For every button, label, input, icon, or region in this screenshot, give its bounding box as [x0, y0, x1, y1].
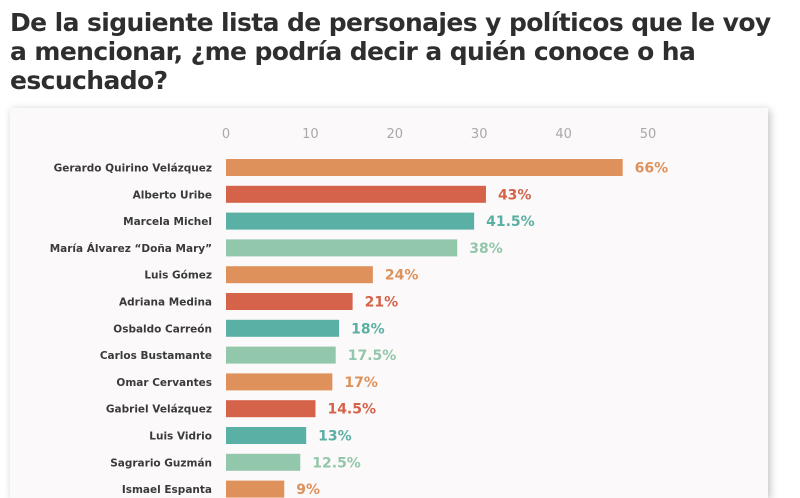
x-tick-label: 30	[471, 127, 488, 142]
data-label: 12.5%	[312, 455, 361, 471]
category-label: Osbaldo Carreón	[113, 323, 212, 335]
bar	[226, 453, 301, 471]
data-label: 21%	[365, 295, 399, 311]
bar	[226, 319, 340, 337]
bar	[226, 266, 373, 284]
data-label: 17.5%	[348, 348, 397, 364]
bar	[226, 185, 486, 203]
category-label: Alberto Uribe	[133, 189, 212, 201]
x-tick-label: 20	[387, 127, 404, 142]
bar	[226, 159, 623, 176]
category-label: Marcela Michel	[123, 216, 212, 228]
data-label: 24%	[385, 268, 419, 284]
category-label: Sagrario Guzmán	[110, 457, 212, 469]
bar	[226, 212, 475, 230]
category-label: Gerardo Quirino Velázquez	[54, 163, 212, 175]
category-label: Ismael Espanta	[122, 484, 212, 496]
bar	[226, 239, 458, 257]
x-tick-label: 50	[640, 127, 657, 142]
data-label: 38%	[469, 241, 503, 257]
bar	[226, 373, 333, 391]
category-label: Luis Vidrio	[149, 431, 212, 443]
category-label: Gabriel Velázquez	[106, 404, 212, 416]
category-label: Luis Gómez	[144, 270, 212, 282]
category-label: Omar Cervantes	[116, 377, 212, 389]
category-label: Carlos Bustamante	[100, 350, 212, 362]
category-label: María Álvarez “Doña Mary”	[50, 242, 212, 255]
data-label: 41.5%	[486, 214, 535, 230]
bar	[226, 346, 336, 364]
bar-chart: 0 10 20 30 40 50 Gerardo Quirino Velázquez 66% A…	[50, 127, 669, 498]
data-label: 43%	[498, 187, 532, 203]
x-tick-label: 0	[222, 127, 230, 142]
bar	[226, 293, 353, 310]
data-label: 17%	[344, 375, 378, 391]
data-label: 14.5%	[327, 402, 376, 418]
x-tick-label: 40	[555, 127, 572, 142]
chart-title: De la siguiente lista de personajes y po…	[10, 8, 771, 95]
bar	[226, 400, 316, 418]
data-label: 13%	[318, 429, 352, 445]
category-label: Adriana Medina	[119, 297, 212, 309]
chart-card: 0 10 20 30 40 50 Gerardo Quirino Velázquez 66% A…	[10, 108, 768, 498]
bar	[226, 427, 307, 444]
x-tick-label: 10	[302, 127, 319, 142]
data-label: 9%	[296, 482, 320, 498]
bar	[226, 480, 285, 498]
data-label: 18%	[351, 321, 385, 337]
data-label: 66%	[635, 161, 669, 177]
